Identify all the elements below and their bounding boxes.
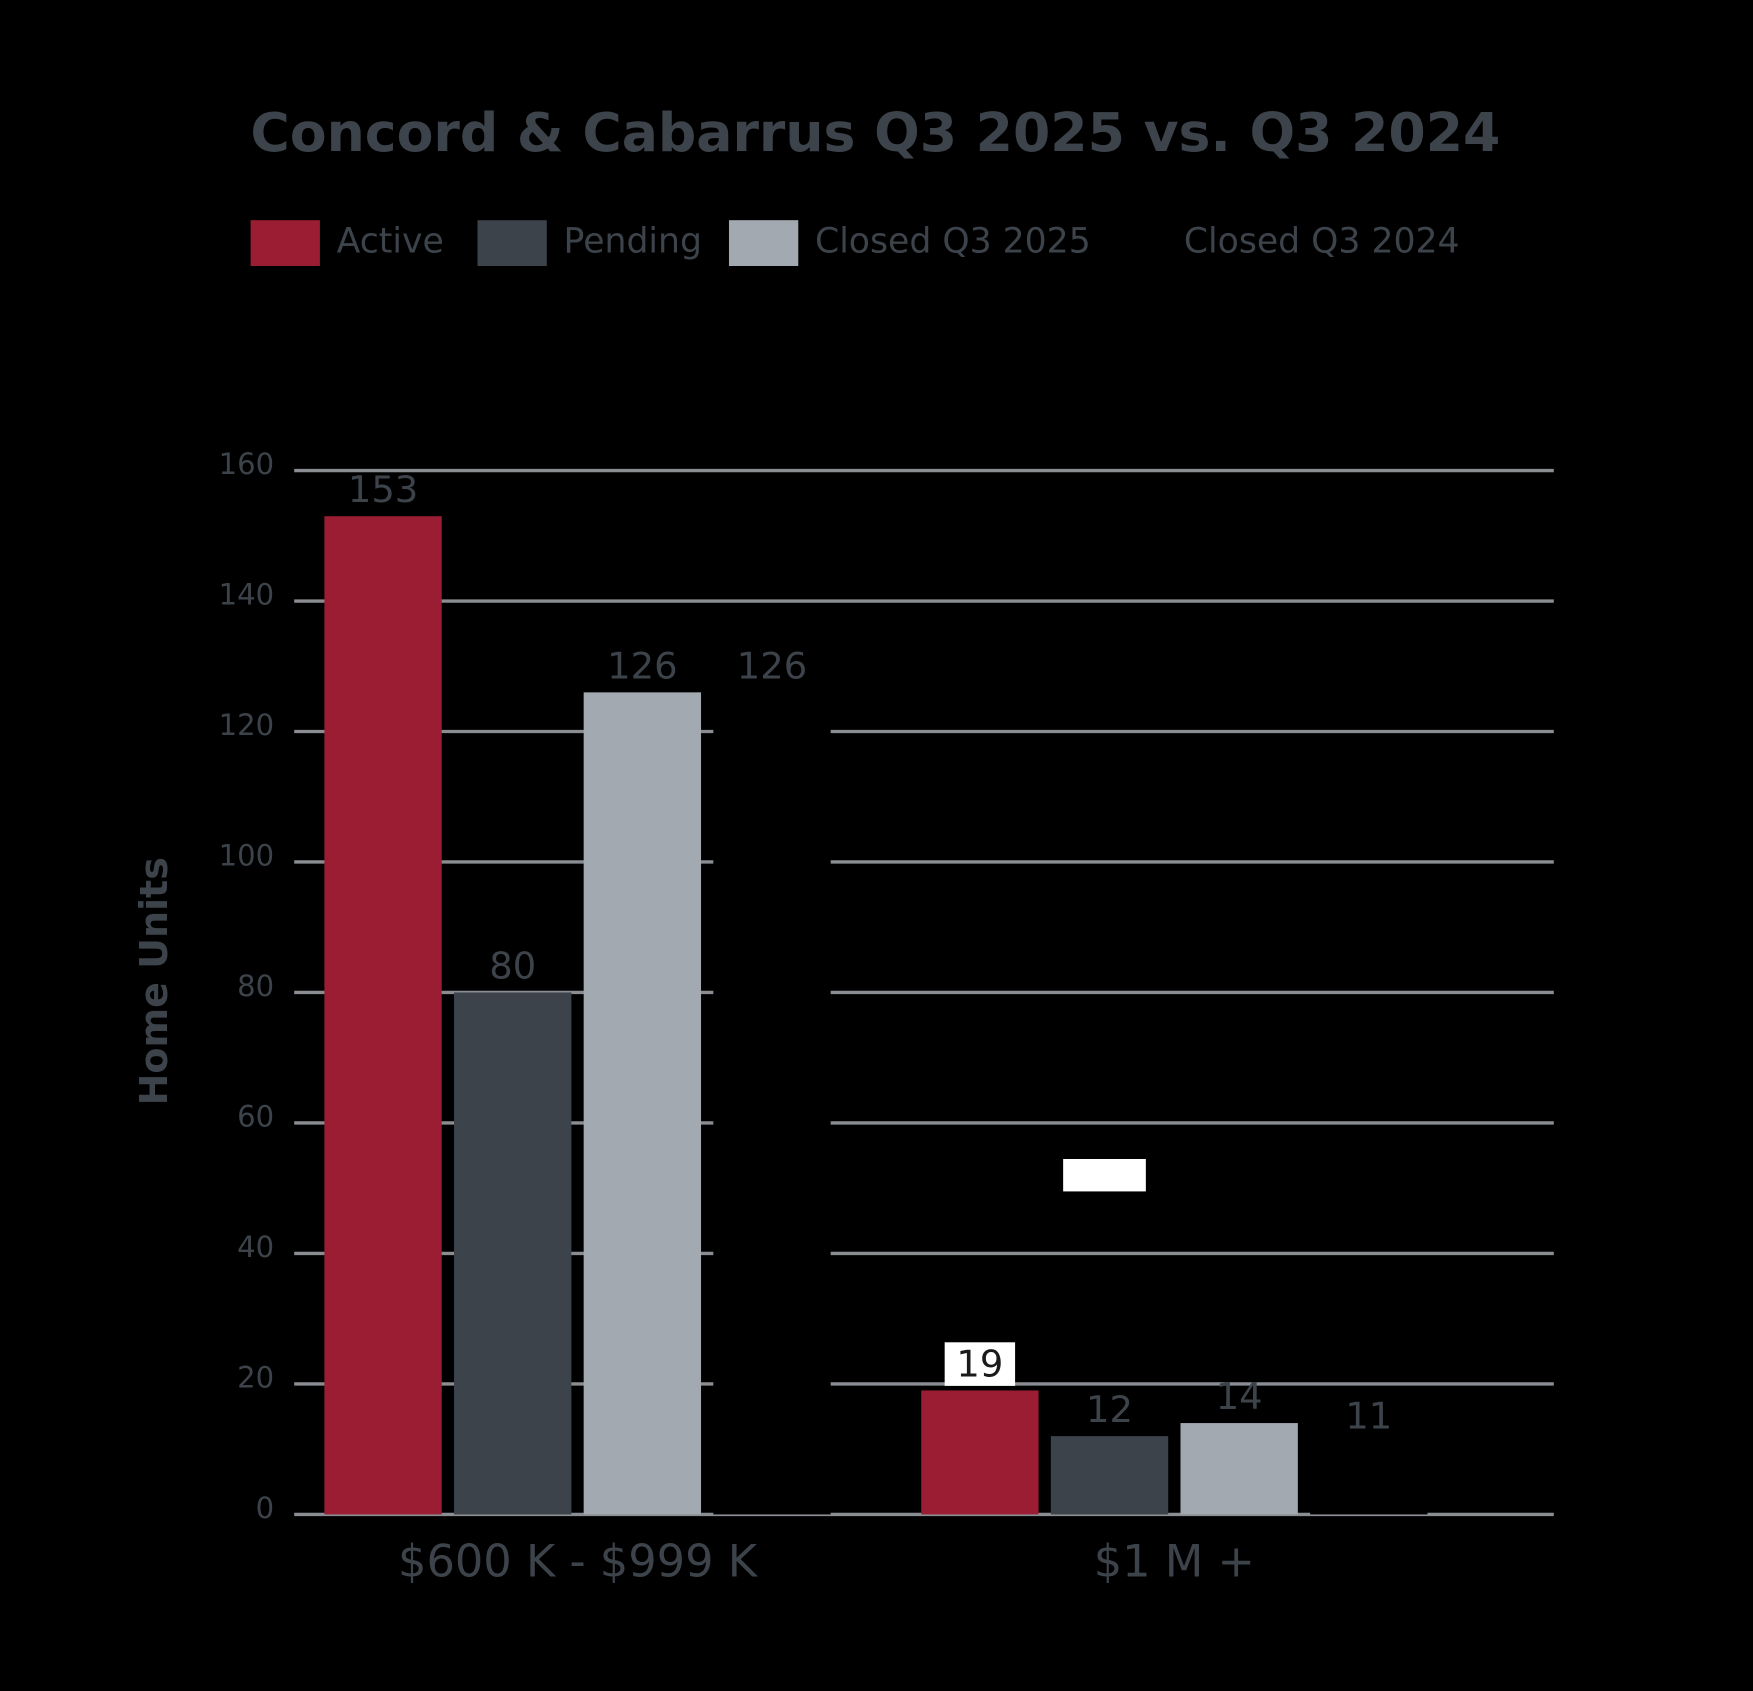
legend-swatch [728,220,799,266]
bar [1050,1436,1169,1515]
y-tick-label: 80 [237,969,274,1003]
bar [583,692,702,1515]
label-background [944,1342,1016,1386]
y-tick-label: 40 [237,1230,274,1264]
data-label: 19 [956,1342,1003,1385]
legend-swatch [477,220,547,266]
y-tick-label: 20 [237,1360,274,1394]
data-label: 126 [737,644,807,687]
y-tick-label: 60 [237,1099,274,1133]
bar [921,1390,1039,1515]
data-label: 14 [1216,1375,1263,1418]
white-box [1063,1159,1146,1192]
bar [324,516,442,1515]
legend-label: Pending [564,222,702,262]
y-axis-label: Home Units [132,857,176,1105]
bar [1310,1442,1428,1515]
legend-swatch [250,220,320,266]
legend-label: Closed Q3 2025 [815,222,1091,262]
legend-swatch [1094,220,1164,266]
bars [324,516,1428,1515]
bar [1180,1423,1298,1515]
bar [713,692,831,1515]
labels: 0 20 40 60 80 100 120 140 160 Active Pending Closed… [219,220,1460,1588]
data-label: 11 [1345,1395,1392,1438]
y-tick-label: 100 [219,839,274,873]
chart-title: Concord & Cabarrus Q3 2025 vs. Q3 2024 [250,101,1500,164]
legend-label: Active [337,222,444,262]
x-tick-label: $1 M + [1094,1536,1255,1588]
data-label: 126 [607,644,677,687]
y-tick-label: 0 [256,1491,274,1525]
bar [454,992,572,1515]
data-label: 153 [348,468,418,511]
data-label: 12 [1086,1388,1133,1431]
y-tick-label: 160 [219,447,274,481]
data-label: 80 [489,944,536,987]
y-tick-label: 140 [219,578,274,612]
legend-label: Closed Q3 2024 [1184,222,1460,262]
y-tick-label: 120 [219,708,274,742]
x-tick-label: $600 K - $999 K [398,1536,759,1588]
